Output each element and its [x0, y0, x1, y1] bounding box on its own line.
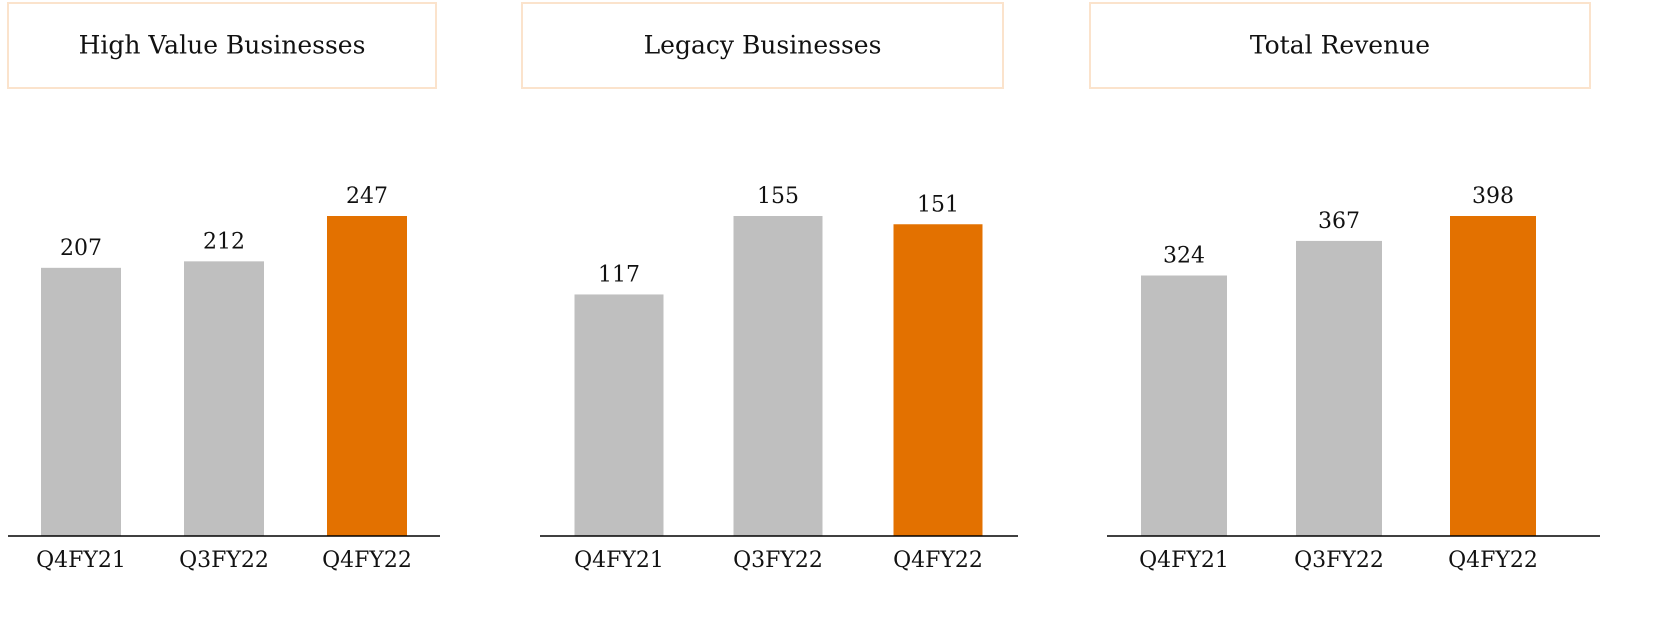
bar — [574, 294, 664, 536]
x-tick-label: Q4FY21 — [1139, 548, 1229, 573]
bar — [1141, 275, 1227, 536]
x-tick-label: Q3FY22 — [1294, 548, 1384, 573]
bar — [327, 216, 407, 536]
value-label: 155 — [757, 184, 799, 209]
value-label: 324 — [1163, 243, 1205, 268]
chart-title: Total Revenue — [1250, 31, 1430, 60]
x-tick-label: Q4FY22 — [1448, 548, 1538, 573]
value-label: 247 — [346, 184, 388, 209]
bar — [1450, 216, 1536, 536]
x-tick-label: Q3FY22 — [179, 548, 269, 573]
x-tick-label: Q4FY22 — [893, 548, 983, 573]
bar — [733, 216, 823, 536]
title-box — [1089, 2, 1591, 89]
chart-title: High Value Businesses — [79, 31, 366, 60]
bar — [1296, 240, 1382, 536]
bar — [184, 261, 264, 536]
title-box — [521, 2, 1004, 89]
title-box — [7, 2, 437, 89]
value-label: 117 — [598, 262, 640, 287]
value-label: 367 — [1318, 209, 1360, 234]
bar — [41, 267, 121, 536]
x-tick-label: Q3FY22 — [733, 548, 823, 573]
value-label: 151 — [917, 192, 959, 217]
bar — [893, 224, 983, 537]
x-tick-label: Q4FY22 — [322, 548, 412, 573]
value-label: 207 — [60, 236, 102, 261]
x-tick-label: Q4FY21 — [36, 548, 126, 573]
value-label: 398 — [1472, 184, 1514, 209]
chart-title: Legacy Businesses — [644, 31, 882, 60]
value-label: 212 — [203, 229, 245, 254]
x-tick-label: Q4FY21 — [574, 548, 664, 573]
